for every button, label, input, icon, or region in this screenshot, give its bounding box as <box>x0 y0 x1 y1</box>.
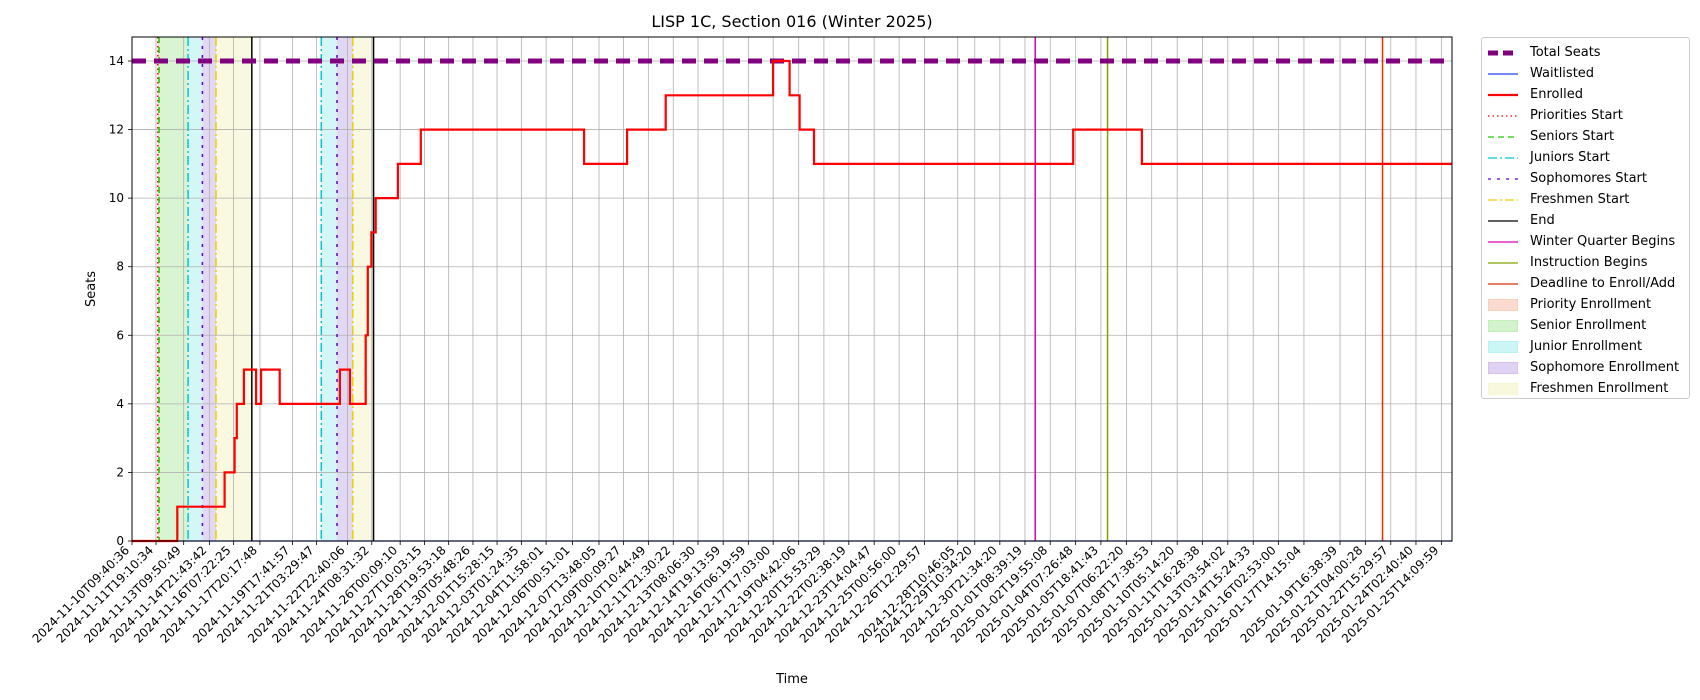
legend-swatch-13 <box>1488 319 1518 332</box>
legend-label-9: Winter Quarter Begins <box>1530 234 1676 249</box>
legend-label-1: Waitlisted <box>1530 66 1595 81</box>
legend-patch-15 <box>1488 361 1518 374</box>
y-tick-label-3: 6 <box>116 328 124 342</box>
legend-label-2: Enrolled <box>1530 87 1583 102</box>
legend-swatch-0 <box>1488 47 1518 59</box>
legend-label-7: Freshmen Start <box>1530 192 1630 207</box>
legend-swatch-16 <box>1488 382 1518 395</box>
y-tick-label-5: 10 <box>109 191 124 205</box>
legend-swatch-8 <box>1488 215 1518 227</box>
series-line-2 <box>132 59 1452 543</box>
chart-legend: Total Seats Waitlisted Enrolled Priorities … <box>1481 37 1690 399</box>
legend-item-16: Freshmen Enrollment <box>1488 378 1689 399</box>
legend-label-13: Senior Enrollment <box>1530 318 1647 333</box>
legend-item-7: Freshmen Start <box>1488 189 1689 210</box>
legend-label-16: Freshmen Enrollment <box>1530 381 1669 396</box>
legend-item-13: Senior Enrollment <box>1488 315 1689 336</box>
legend-swatch-12 <box>1488 298 1518 311</box>
y-tick-label-0: 0 <box>116 534 124 548</box>
y-tick-label-2: 4 <box>116 397 124 411</box>
legend-label-6: Sophomores Start <box>1530 171 1647 186</box>
legend-label-5: Juniors Start <box>1530 150 1610 165</box>
legend-label-8: End <box>1530 213 1555 228</box>
legend-swatch-5 <box>1488 152 1518 164</box>
x-axis-label: Time <box>775 672 808 687</box>
legend-patch-12 <box>1488 298 1518 311</box>
legend-swatch-15 <box>1488 361 1518 374</box>
legend-patch-16 <box>1488 382 1518 395</box>
legend-label-15: Sophomore Enrollment <box>1530 360 1680 375</box>
legend-swatch-10 <box>1488 257 1518 269</box>
legend-label-4: Seniors Start <box>1530 129 1615 144</box>
shaded-region-2-0 <box>188 37 203 541</box>
shaded-region-1-0 <box>159 37 189 541</box>
legend-item-11: Deadline to Enroll/Add <box>1488 273 1689 294</box>
legend-label-0: Total Seats <box>1530 45 1601 60</box>
y-axis-label: Seats <box>84 271 99 307</box>
legend-item-14: Junior Enrollment <box>1488 336 1689 357</box>
legend-item-1: Waitlisted <box>1488 63 1689 84</box>
legend-item-9: Winter Quarter Begins <box>1488 231 1689 252</box>
legend-item-6: Sophomores Start <box>1488 168 1689 189</box>
legend-swatch-9 <box>1488 236 1518 248</box>
y-tick-label-1: 2 <box>116 465 124 479</box>
legend-item-4: Seniors Start <box>1488 126 1689 147</box>
legend-label-11: Deadline to Enroll/Add <box>1530 276 1676 291</box>
legend-swatch-1 <box>1488 68 1518 80</box>
legend-item-8: End <box>1488 210 1689 231</box>
shaded-region-3-1 <box>337 37 353 541</box>
plot-frame <box>131 36 1453 542</box>
legend-label-14: Junior Enrollment <box>1530 339 1643 354</box>
legend-swatch-11 <box>1488 278 1518 290</box>
legend-swatch-6 <box>1488 173 1518 185</box>
legend-item-2: Enrolled <box>1488 84 1689 105</box>
legend-item-5: Juniors Start <box>1488 147 1689 168</box>
legend-item-15: Sophomore Enrollment <box>1488 357 1689 378</box>
legend-swatch-7 <box>1488 194 1518 206</box>
shaded-region-2-1 <box>321 37 338 541</box>
legend-swatch-4 <box>1488 131 1518 143</box>
legend-label-12: Priority Enrollment <box>1530 297 1652 312</box>
chart-plot: 2024-11-10T09:40:362024-11-11T19:10:3420… <box>30 36 1453 687</box>
shaded-region-4-1 <box>352 37 374 541</box>
legend-label-10: Instruction Begins <box>1530 255 1648 270</box>
legend-swatch-14 <box>1488 340 1518 353</box>
legend-item-0: Total Seats <box>1488 42 1689 63</box>
y-tick-label-7: 14 <box>109 54 124 68</box>
y-tick-label-4: 8 <box>116 260 124 274</box>
legend-item-12: Priority Enrollment <box>1488 294 1689 315</box>
legend-patch-14 <box>1488 340 1518 353</box>
legend-swatch-3 <box>1488 110 1518 122</box>
legend-label-3: Priorities Start <box>1530 108 1623 123</box>
legend-swatch-2 <box>1488 89 1518 101</box>
legend-item-3: Priorities Start <box>1488 105 1689 126</box>
chart-title: LISP 1C, Section 016 (Winter 2025) <box>651 12 933 31</box>
legend-patch-13 <box>1488 319 1518 332</box>
legend-item-10: Instruction Begins <box>1488 252 1689 273</box>
y-tick-label-6: 12 <box>109 123 124 137</box>
